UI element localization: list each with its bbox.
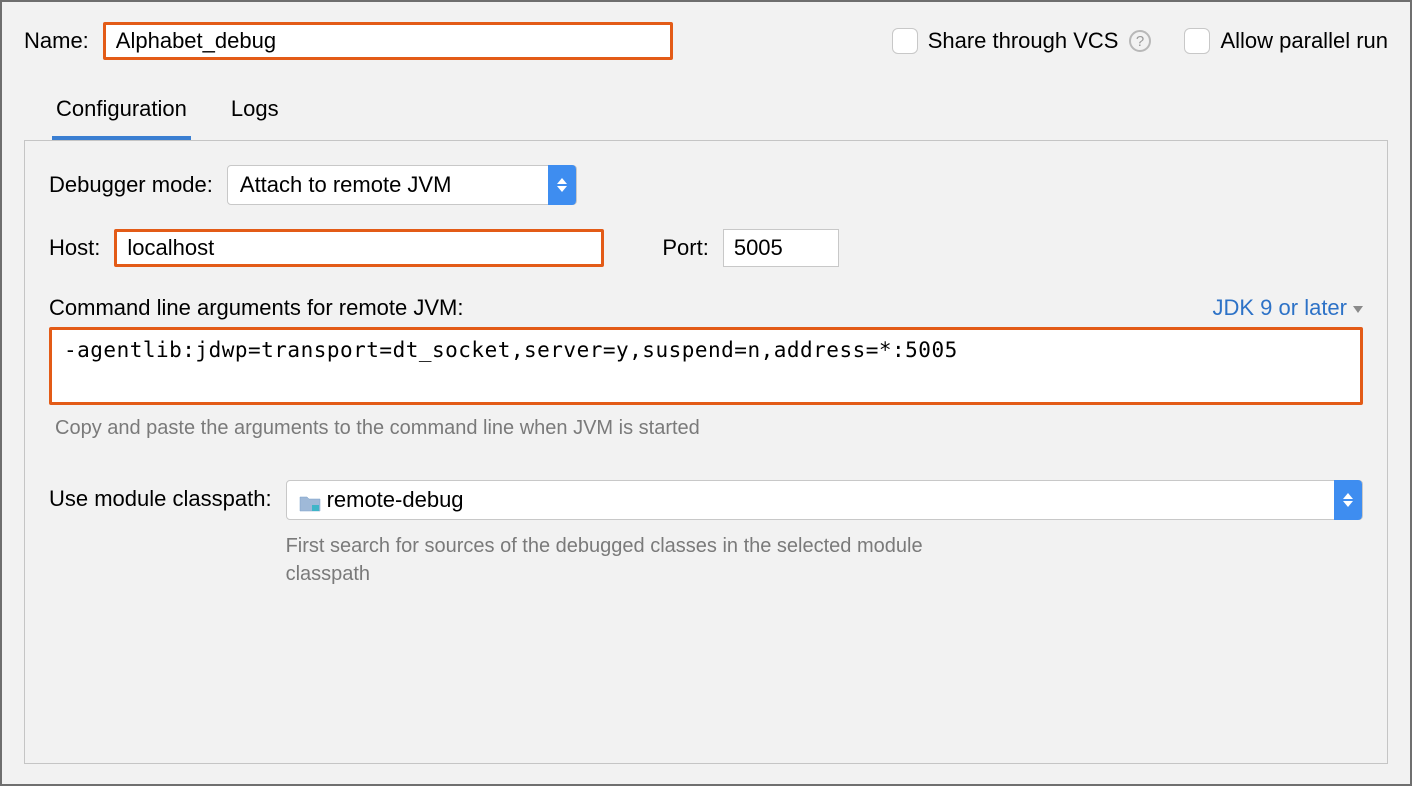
- debugger-mode-value: Attach to remote JVM: [228, 172, 548, 198]
- tab-logs[interactable]: Logs: [227, 88, 283, 140]
- svg-text:?: ?: [1136, 33, 1144, 50]
- dialog-root: Name: Share through VCS ? Allow parallel…: [0, 0, 1412, 786]
- debugger-mode-label: Debugger mode:: [49, 172, 213, 198]
- select-arrows-icon: [1334, 480, 1362, 520]
- module-classpath-value: remote-debug: [287, 487, 1334, 513]
- top-row: Name: Share through VCS ? Allow parallel…: [24, 22, 1388, 60]
- tab-bar: Configuration Logs: [24, 88, 1388, 141]
- name-label: Name:: [24, 28, 89, 54]
- cmd-args-textarea[interactable]: -agentlib:jdwp=transport=dt_socket,serve…: [49, 327, 1363, 405]
- config-panel: Debugger mode: Attach to remote JVM Host…: [24, 140, 1388, 764]
- name-input[interactable]: [103, 22, 673, 60]
- tab-configuration[interactable]: Configuration: [52, 88, 191, 140]
- share-vcs-checkbox-wrap[interactable]: Share through VCS ?: [892, 28, 1153, 54]
- module-classpath-text: remote-debug: [327, 487, 464, 513]
- jdk-version-dropdown[interactable]: JDK 9 or later: [1213, 295, 1364, 321]
- port-label: Port:: [662, 235, 708, 261]
- debugger-mode-select[interactable]: Attach to remote JVM: [227, 165, 577, 205]
- allow-parallel-label: Allow parallel run: [1220, 28, 1388, 54]
- host-label: Host:: [49, 235, 100, 261]
- chevron-down-icon: [1353, 306, 1363, 313]
- host-input[interactable]: [114, 229, 604, 267]
- module-col: remote-debug First search for sources of…: [286, 480, 1363, 588]
- module-hint: First search for sources of the debugged…: [286, 532, 926, 588]
- allow-parallel-checkbox-wrap[interactable]: Allow parallel run: [1184, 28, 1388, 54]
- cmd-label-row: Command line arguments for remote JVM: J…: [49, 295, 1363, 321]
- cmd-args-label: Command line arguments for remote JVM:: [49, 295, 464, 321]
- cmd-hint: Copy and paste the arguments to the comm…: [55, 417, 1363, 440]
- module-classpath-label: Use module classpath:: [49, 480, 272, 512]
- help-icon[interactable]: ?: [1128, 29, 1152, 53]
- share-vcs-checkbox[interactable]: [892, 28, 918, 54]
- module-row: Use module classpath: remote-debug: [49, 480, 1363, 588]
- share-vcs-label: Share through VCS: [928, 28, 1119, 54]
- allow-parallel-checkbox[interactable]: [1184, 28, 1210, 54]
- port-input[interactable]: [723, 229, 839, 267]
- module-icon: [299, 492, 319, 508]
- debugger-mode-row: Debugger mode: Attach to remote JVM: [49, 165, 1363, 205]
- module-classpath-select[interactable]: remote-debug: [286, 480, 1363, 520]
- jdk-version-label: JDK 9 or later: [1213, 295, 1348, 321]
- select-arrows-icon: [548, 165, 576, 205]
- host-port-row: Host: Port:: [49, 229, 1363, 267]
